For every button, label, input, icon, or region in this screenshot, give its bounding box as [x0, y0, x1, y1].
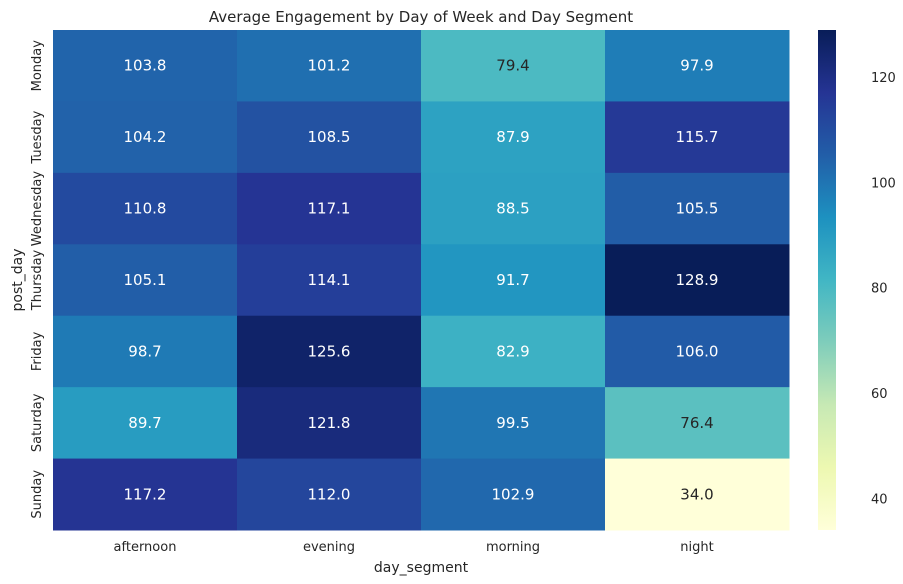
- y-tick-label: Saturday: [30, 393, 45, 452]
- y-tick-label: Sunday: [30, 470, 45, 519]
- heatmap-cell: [237, 315, 422, 388]
- cell-value-label: 103.8: [124, 57, 167, 75]
- y-tick-label: Friday: [30, 331, 45, 371]
- heatmap-cell: [421, 458, 606, 531]
- chart-title: Average Engagement by Day of Week and Da…: [209, 8, 633, 26]
- cell-value-label: 104.2: [124, 128, 167, 146]
- cell-value-label: 125.6: [308, 342, 351, 360]
- cell-value-label: 115.7: [676, 128, 719, 146]
- cell-value-label: 112.0: [308, 485, 351, 503]
- cell-value-label: 97.9: [680, 57, 713, 75]
- cell-value-label: 34.0: [680, 485, 713, 503]
- cell-value-label: 117.2: [124, 485, 167, 503]
- colorbar-ticks: 40 60 80 100 120: [871, 71, 896, 507]
- y-tick-label: Wednesday: [30, 171, 45, 247]
- heatmap-cell: [421, 387, 606, 460]
- heatmap-cell: [605, 458, 790, 531]
- cell-value-label: 105.1: [124, 271, 167, 289]
- heatmap-cells: 103.8 101.2 79.4 97.9 104.2 108.5 87.9 115.7 110…: [53, 30, 790, 531]
- colorbar-tick-label: 100: [871, 176, 896, 191]
- colorbar-tick-label: 40: [871, 492, 888, 507]
- cell-value-label: 79.4: [496, 57, 529, 75]
- heatmap-cell: [237, 244, 422, 317]
- colorbar-tick-label: 80: [871, 282, 888, 297]
- x-tick-label: morning: [486, 540, 540, 555]
- heatmap-cell: [53, 315, 238, 388]
- colorbar-tick-label: 120: [871, 71, 896, 86]
- y-tick-label: Thursday: [30, 249, 45, 311]
- cell-value-label: 128.9: [676, 271, 719, 289]
- heatmap-cell: [53, 30, 238, 102]
- cell-value-label: 88.5: [496, 200, 529, 218]
- x-tick-label: afternoon: [114, 540, 177, 555]
- cell-value-label: 117.1: [308, 200, 351, 218]
- x-tick-label: night: [680, 540, 713, 555]
- cell-value-label: 89.7: [128, 414, 161, 432]
- heatmap-cell: [605, 30, 790, 102]
- y-axis-label: post_day: [10, 249, 26, 312]
- cell-value-label: 76.4: [680, 414, 713, 432]
- heatmap-cell: [605, 172, 790, 245]
- heatmap-cell: [53, 172, 238, 245]
- cell-value-label: 114.1: [308, 271, 351, 289]
- x-axis-label: day_segment: [374, 560, 469, 576]
- heatmap-cell: [605, 101, 790, 174]
- colorbar-tick-label: 60: [871, 387, 888, 402]
- cell-value-label: 110.8: [124, 200, 167, 218]
- cell-value-label: 121.8: [308, 414, 351, 432]
- heatmap-cell: [421, 30, 606, 102]
- heatmap-cell: [421, 101, 606, 174]
- heatmap-cell: [237, 30, 422, 102]
- heatmap-cell: [421, 315, 606, 388]
- heatmap-cell: [605, 315, 790, 388]
- heatmap-cell: [605, 244, 790, 317]
- heatmap-cell: [53, 101, 238, 174]
- x-axis-ticks: afternoon evening morning night: [114, 540, 714, 555]
- cell-value-label: 108.5: [308, 128, 351, 146]
- y-tick-label: Tuesday: [30, 110, 45, 164]
- heatmap-cell: [53, 244, 238, 317]
- heatmap-cell: [237, 387, 422, 460]
- cell-value-label: 106.0: [676, 342, 719, 360]
- heatmap-cell: [237, 458, 422, 531]
- heatmap-cell: [53, 387, 238, 460]
- y-axis-ticks: Monday Tuesday Wednesday Thursday Friday Satu…: [30, 40, 45, 519]
- heatmap-cell: [421, 244, 606, 317]
- cell-value-label: 105.5: [676, 200, 719, 218]
- x-tick-label: evening: [303, 540, 355, 555]
- cell-value-label: 98.7: [128, 342, 161, 360]
- heatmap-cell: [237, 172, 422, 245]
- cell-value-label: 102.9: [492, 485, 535, 503]
- heatmap-cell: [237, 101, 422, 174]
- cell-value-label: 82.9: [496, 342, 529, 360]
- colorbar: [818, 30, 836, 530]
- heatmap-cell: [421, 172, 606, 245]
- cell-value-label: 91.7: [496, 271, 529, 289]
- y-tick-label: Monday: [30, 40, 45, 92]
- cell-value-label: 101.2: [308, 57, 351, 75]
- heatmap-cell: [605, 387, 790, 460]
- heatmap-cell: [53, 458, 238, 531]
- cell-value-label: 87.9: [496, 128, 529, 146]
- cell-value-label: 99.5: [496, 414, 529, 432]
